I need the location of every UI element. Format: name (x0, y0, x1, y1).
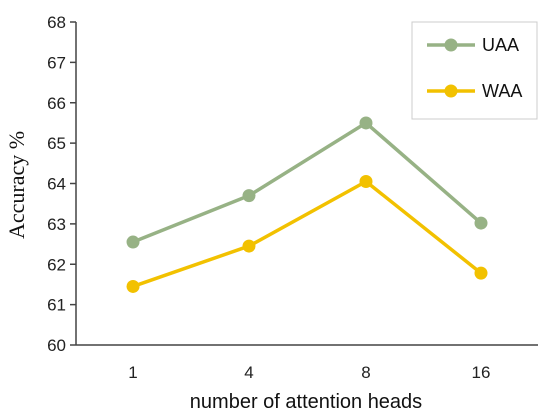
x-axis: 1 4 8 16 (76, 344, 538, 382)
x-tick-label: 4 (244, 363, 253, 382)
y-axis-title: Accuracy % (4, 131, 29, 239)
y-tick-label: 68 (47, 13, 66, 32)
legend-label-uaa: UAA (482, 35, 519, 55)
data-point-waa (242, 239, 256, 253)
data-point-uaa (126, 235, 140, 249)
series-line-uaa (132, 121, 483, 244)
x-tick-label: 16 (472, 363, 491, 382)
series-layer (126, 116, 488, 293)
series-line-waa (132, 179, 483, 289)
data-point-uaa (242, 189, 256, 203)
data-point-uaa (359, 116, 373, 130)
y-tick-label: 65 (47, 134, 66, 153)
x-tick-label: 1 (128, 363, 137, 382)
data-point-uaa (474, 216, 488, 230)
y-tick-label: 63 (47, 215, 66, 234)
y-tick-label: 64 (47, 175, 66, 194)
y-tick-label: 62 (47, 255, 66, 274)
y-tick-label: 67 (47, 53, 66, 72)
legend-label-waa: WAA (482, 81, 522, 101)
data-point-waa (474, 266, 488, 280)
data-point-waa (126, 279, 140, 293)
legend: UAA WAA (411, 21, 538, 120)
y-tick-label: 61 (47, 296, 66, 315)
x-tick-label: 8 (361, 363, 370, 382)
data-point-waa (359, 174, 373, 188)
y-tick-label: 66 (47, 94, 66, 113)
legend-marker-uaa (444, 38, 458, 52)
x-axis-title: number of attention heads (190, 391, 422, 413)
legend-marker-waa (444, 84, 458, 98)
legend-box (411, 21, 538, 120)
y-axis: 60 61 62 63 64 65 66 67 68 (47, 13, 77, 355)
y-tick-label: 60 (47, 336, 66, 355)
